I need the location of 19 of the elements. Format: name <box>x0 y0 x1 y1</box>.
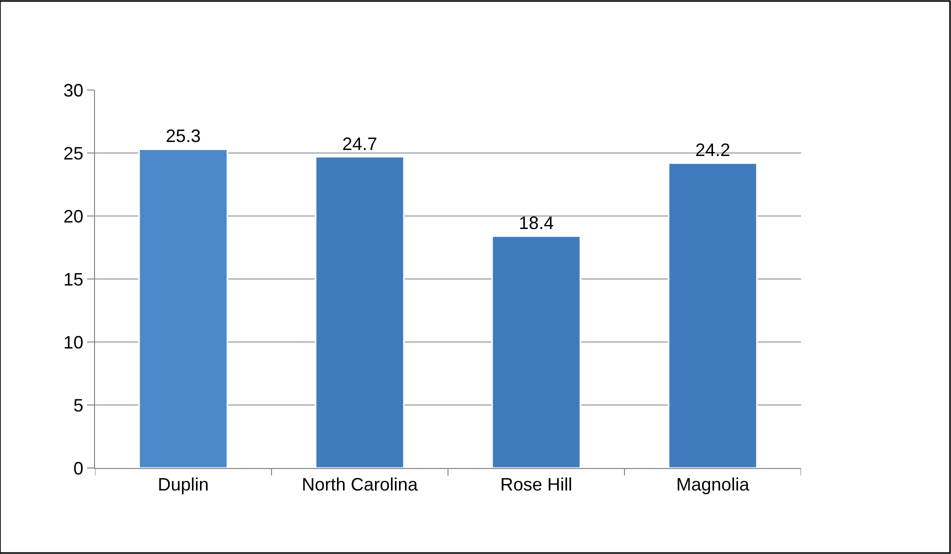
bar <box>491 235 582 468</box>
bar <box>314 156 405 468</box>
x-tick-label: Duplin <box>158 474 209 495</box>
x-tick-label: Magnolia <box>676 474 750 495</box>
data-label: 24.7 <box>342 134 378 154</box>
y-tick-label: 0 <box>73 458 84 478</box>
data-label: 18.4 <box>518 213 554 234</box>
x-tick-label: North Carolina <box>302 474 419 495</box>
bar <box>138 148 228 468</box>
x-tick-label: Rose Hill <box>500 474 572 495</box>
bar <box>668 162 758 468</box>
y-tick-label: 5 <box>73 395 84 416</box>
data-label: 25.3 <box>166 126 201 146</box>
y-tick-label: 30 <box>63 80 84 100</box>
y-tick-label: 25 <box>63 143 84 164</box>
y-tick-label: 10 <box>63 332 84 352</box>
y-tick-label: 15 <box>63 269 84 290</box>
y-tick-label: 20 <box>63 206 84 226</box>
data-label: 24.2 <box>695 140 730 160</box>
